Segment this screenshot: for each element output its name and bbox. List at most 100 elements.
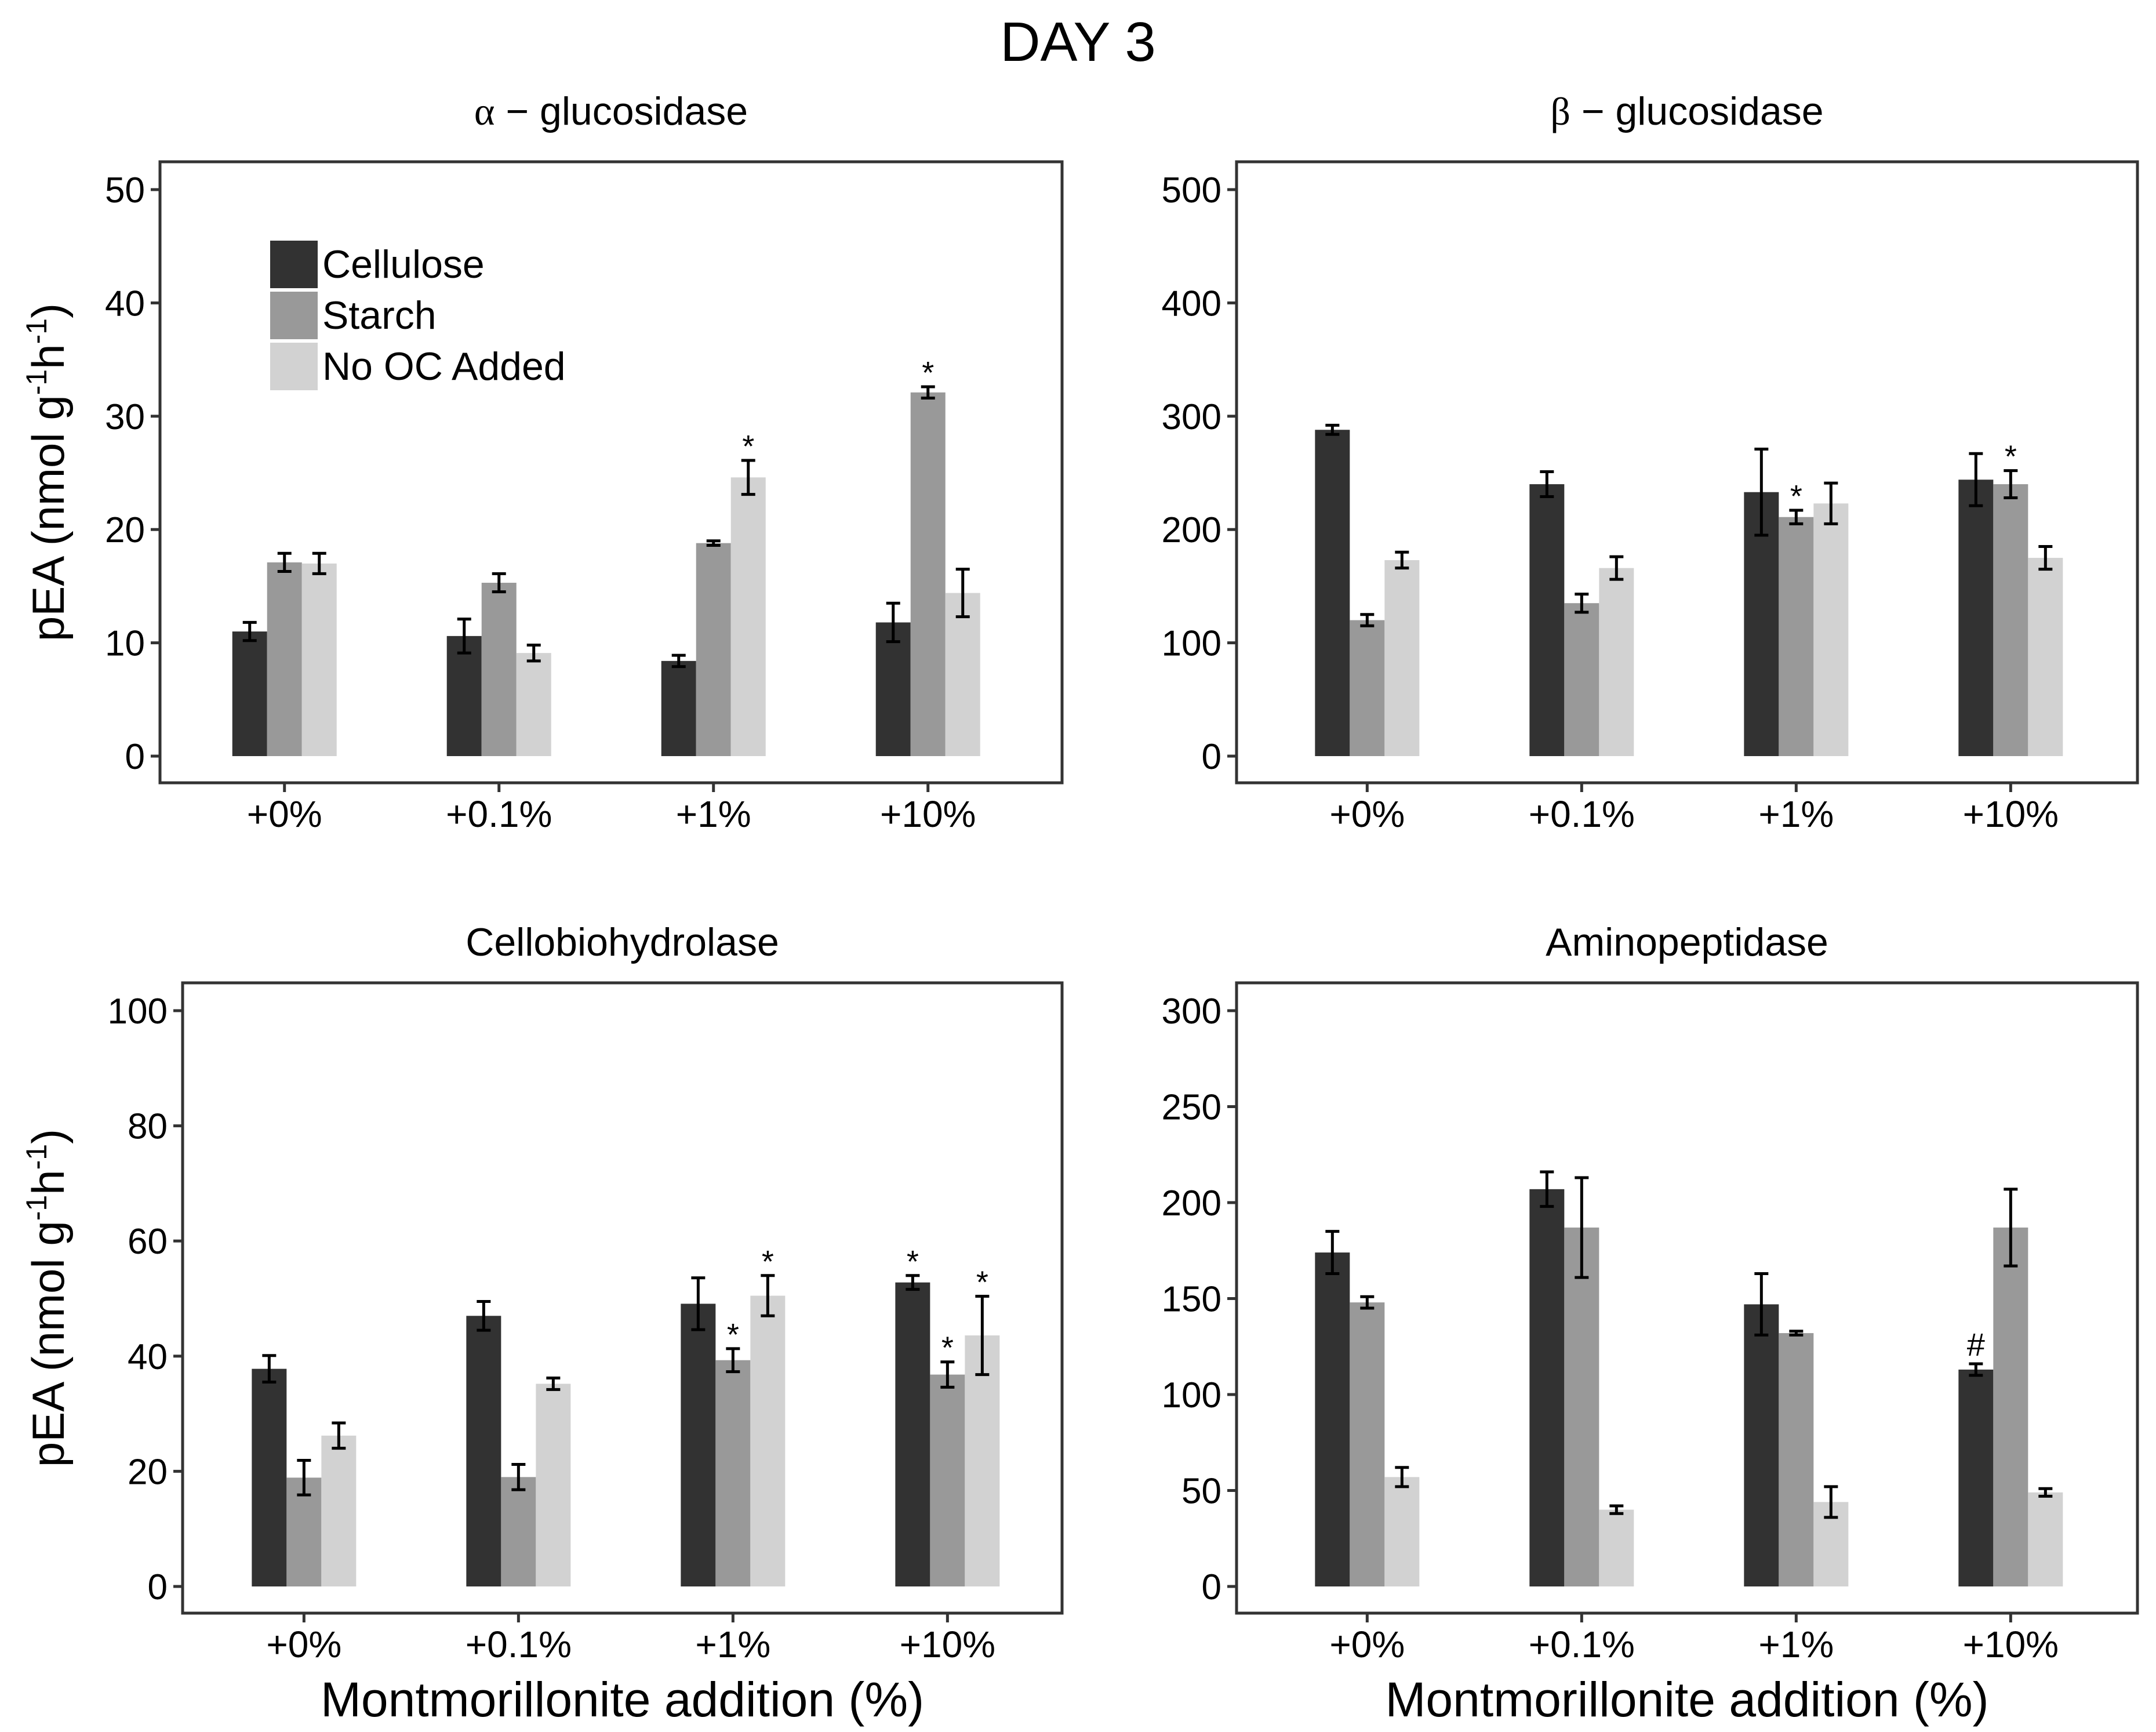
bar [1599, 568, 1634, 756]
x-tick-label: +0.1% [1529, 793, 1635, 835]
error-bar [1824, 481, 1838, 525]
y-axis-label-part: pEA (nmol g [23, 1221, 74, 1467]
x-tick-label: +0.1% [1529, 1624, 1635, 1665]
y-tick-label: 50 [105, 170, 145, 210]
error-bar [906, 1274, 920, 1291]
legend-swatch [270, 241, 318, 288]
y-axis-label-part: ) [23, 303, 74, 318]
y-axis-label-part: -1 [20, 369, 53, 395]
panel-title: Aminopeptidase [1546, 920, 1828, 964]
panel-title: β − glucosidase [1550, 89, 1823, 133]
bar [715, 1360, 751, 1586]
legend-label: No OC Added [322, 344, 566, 388]
figure-title: DAY 3 [1000, 11, 1156, 73]
bar [965, 1335, 1000, 1586]
error-bar [262, 1354, 277, 1384]
y-tick-label: 50 [1181, 1472, 1221, 1512]
error-bar [1609, 555, 1624, 581]
error-bar [955, 568, 970, 619]
error-bar [1789, 1330, 1804, 1337]
bar [1564, 1228, 1599, 1586]
error-bar [741, 459, 755, 496]
bar [681, 1303, 716, 1586]
bar [516, 653, 551, 756]
significance-star: * [941, 1331, 954, 1366]
bar [1779, 1333, 1814, 1586]
x-tick-label: +0% [266, 1624, 341, 1665]
error-bar [1789, 509, 1804, 525]
x-tick-label: +0% [1329, 1624, 1405, 1665]
error-bar [526, 644, 541, 663]
plot-frame [181, 981, 1064, 1615]
error-bar [312, 551, 326, 575]
x-tick-label: +1% [1758, 793, 1834, 835]
bar [232, 631, 267, 756]
bar [1350, 1302, 1385, 1586]
error-bar [277, 551, 292, 573]
y-axis-label-part: pEA (nmol g [23, 395, 74, 641]
chart-panel-2: 0 100 200 300 400 500 +0% +0.1% +1% * +10% * β − glu… [1162, 89, 2139, 835]
error-bar [457, 618, 471, 655]
error-bar [886, 601, 900, 644]
error-bar [511, 1462, 526, 1491]
chart-panel-4: 0 50 100 150 200 250 300 +0% +0.1% +1% +10% # Aminop… [1162, 920, 2139, 1727]
bar [661, 660, 696, 756]
significance-star: * [2005, 440, 2017, 474]
bar [1315, 1252, 1350, 1586]
significance-star: * [922, 355, 934, 390]
error-bar [706, 539, 721, 547]
error-bar [1395, 1466, 1409, 1488]
error-bar [1360, 613, 1375, 627]
plot-frame [158, 160, 1064, 785]
legend-label: Cellulose [322, 242, 485, 286]
y-tick-label: 30 [105, 397, 145, 437]
legend-label: Starch [322, 293, 437, 337]
significance-star: * [907, 1244, 919, 1279]
y-tick-label: 100 [1162, 624, 1221, 664]
error-bar [1609, 1504, 1624, 1515]
error-bar [492, 572, 506, 594]
error-bar [1540, 1170, 1554, 1208]
bar [1744, 1304, 1779, 1586]
bar [1813, 503, 1849, 756]
error-bar [1540, 470, 1554, 499]
bar [930, 1374, 965, 1586]
legend: Cellulose Starch No OC Added [270, 241, 566, 390]
y-axis-label-part: h [23, 1170, 74, 1194]
y-tick-label: 0 [125, 737, 145, 777]
bar [696, 543, 731, 756]
error-bar [691, 1276, 706, 1331]
error-bar [1969, 1362, 1983, 1377]
error-bar [975, 1295, 990, 1377]
y-tick-label: 80 [128, 1107, 168, 1147]
significance-star: * [762, 1244, 774, 1279]
bar [1958, 480, 1994, 756]
y-axis-label: pEA (nmol g-1h-1) [20, 303, 74, 641]
error-bar [2038, 545, 2053, 571]
y-tick-label: 250 [1162, 1088, 1221, 1128]
y-axis-label-part: h [23, 344, 74, 369]
y-tick-label: 10 [105, 624, 145, 664]
error-bar [2004, 469, 2018, 499]
x-tick-label: +1% [1758, 1624, 1834, 1665]
y-tick-label: 20 [128, 1452, 168, 1492]
panel-title-text: Aminopeptidase [1546, 920, 1828, 964]
y-tick-label: 300 [1162, 397, 1221, 437]
error-bar [1824, 1485, 1838, 1519]
y-tick-label: 200 [1162, 510, 1221, 550]
error-bar [242, 620, 257, 642]
x-axis-label: Montmorillonite addition (%) [1385, 1672, 1988, 1727]
y-axis-label-part: -1 [20, 318, 53, 344]
error-bar [1325, 423, 1340, 436]
bar [501, 1477, 536, 1586]
error-bar [940, 1360, 955, 1389]
bar [730, 477, 766, 756]
bar [1993, 484, 2028, 756]
y-tick-label: 200 [1162, 1183, 1221, 1223]
bar [1993, 1228, 2028, 1586]
significance-star: * [727, 1317, 739, 1352]
bar [1350, 620, 1385, 756]
chart-panel-1: 0 10 20 30 40 50 +0% +0.1% +1% * +10% * α − glucosid… [20, 89, 1064, 835]
bar [267, 562, 302, 756]
